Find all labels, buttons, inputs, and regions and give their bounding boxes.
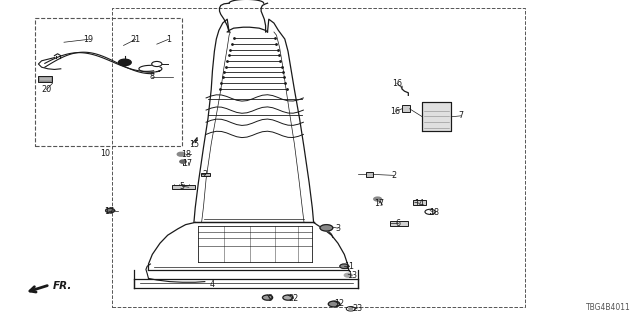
Text: 18: 18 xyxy=(181,150,191,159)
Bar xyxy=(422,102,451,131)
Bar xyxy=(413,200,426,205)
Circle shape xyxy=(283,295,293,300)
Text: TBG4B4011: TBG4B4011 xyxy=(586,303,630,312)
Circle shape xyxy=(328,301,340,307)
Text: 5: 5 xyxy=(180,182,185,191)
Text: 18: 18 xyxy=(429,208,439,217)
Text: 15: 15 xyxy=(189,140,199,149)
Circle shape xyxy=(374,197,381,201)
Text: 12: 12 xyxy=(334,300,344,308)
Text: 21: 21 xyxy=(131,35,141,44)
Bar xyxy=(38,76,52,82)
Text: 16: 16 xyxy=(390,107,401,116)
Text: 6: 6 xyxy=(396,219,401,228)
Circle shape xyxy=(177,152,185,156)
Circle shape xyxy=(340,264,349,268)
Circle shape xyxy=(262,295,273,300)
Text: 17: 17 xyxy=(374,199,384,208)
Text: 3: 3 xyxy=(335,224,340,233)
Text: 17: 17 xyxy=(104,207,114,216)
Text: FR.: FR. xyxy=(52,281,72,291)
Text: 23: 23 xyxy=(352,304,362,313)
Text: 9: 9 xyxy=(268,294,273,303)
Circle shape xyxy=(118,59,131,66)
Text: 1: 1 xyxy=(166,35,171,44)
Text: 8: 8 xyxy=(149,72,154,81)
Text: 17: 17 xyxy=(182,159,193,168)
Text: 19: 19 xyxy=(83,35,93,44)
Bar xyxy=(402,105,410,112)
Circle shape xyxy=(349,308,353,310)
Bar xyxy=(172,185,195,189)
Text: 22: 22 xyxy=(288,294,298,303)
Text: 13: 13 xyxy=(347,271,357,280)
Text: 2: 2 xyxy=(391,171,396,180)
Text: 11: 11 xyxy=(344,262,354,271)
Bar xyxy=(201,173,210,176)
Circle shape xyxy=(106,208,115,213)
Text: 2: 2 xyxy=(202,170,207,179)
Text: 14: 14 xyxy=(414,199,424,208)
Circle shape xyxy=(152,61,162,67)
Text: 10: 10 xyxy=(100,149,111,158)
Bar xyxy=(390,221,408,226)
Circle shape xyxy=(320,225,333,231)
Bar xyxy=(366,172,373,177)
Text: 4: 4 xyxy=(210,280,215,289)
Circle shape xyxy=(344,273,352,277)
Text: 7: 7 xyxy=(458,111,463,120)
Text: 20: 20 xyxy=(42,85,52,94)
Text: 16: 16 xyxy=(392,79,402,88)
Circle shape xyxy=(180,160,186,163)
